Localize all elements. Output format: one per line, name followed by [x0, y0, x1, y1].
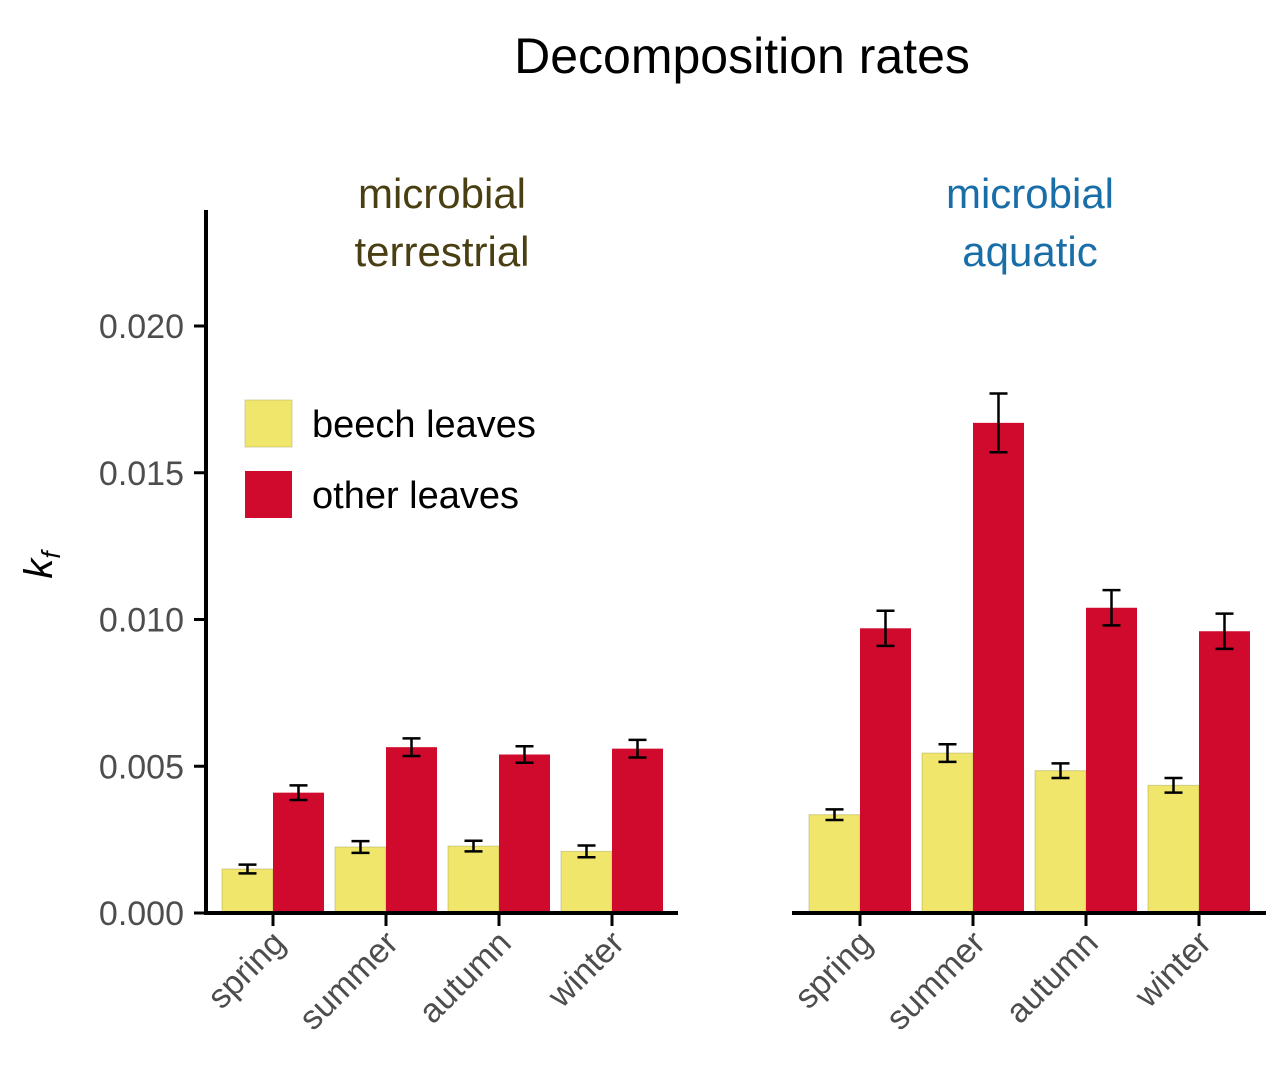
- panel-title-line2: terrestrial: [354, 228, 529, 275]
- y-axis-label-subscript: f: [36, 549, 66, 559]
- panels: microbial terrestrial 0.000 0.005 0.010 0.015…: [99, 170, 1266, 1037]
- panel-1: microbial terrestrial 0.000 0.005 0.010 0.015…: [99, 170, 678, 1037]
- legend-swatch-other-leaves: [245, 471, 292, 518]
- bar-other-leaves-spring: [860, 628, 911, 913]
- y-tick-label: 0.000: [99, 895, 184, 933]
- panel-title-line1: microbial: [946, 170, 1114, 217]
- x-tick-label-winter: winter: [1127, 924, 1219, 1016]
- bar-other-leaves-autumn: [499, 754, 550, 913]
- y-axis-label: k: [17, 557, 61, 579]
- x-tick-label-spring: spring: [787, 924, 879, 1016]
- bar-beech-leaves-winter: [1147, 784, 1200, 914]
- bar-other-leaves-summer: [386, 747, 437, 913]
- bar-beech-leaves-autumn: [447, 845, 500, 914]
- bar-other-leaves-winter: [1199, 631, 1250, 913]
- x-tick-label-summer: summer: [292, 924, 406, 1038]
- bar-beech-leaves-winter: [560, 850, 613, 914]
- y-tick-label: 0.005: [99, 748, 184, 786]
- legend-label-beech-leaves: beech leaves: [312, 404, 536, 446]
- chart-title: Decomposition rates: [514, 28, 970, 84]
- y-tick-label: 0.020: [99, 308, 184, 346]
- y-tick-label: 0.015: [99, 455, 184, 493]
- bar-beech-leaves-spring: [221, 868, 274, 914]
- bar-other-leaves-autumn: [1086, 607, 1137, 913]
- legend-swatch-beech-leaves: [244, 399, 293, 448]
- panel-2: microbial aquatic spring summer autumn winter: [787, 170, 1266, 1037]
- svg-text:kf: kf: [17, 549, 66, 579]
- bar-other-leaves-summer: [973, 422, 1024, 913]
- bar-beech-leaves-spring: [808, 814, 861, 914]
- x-tick-label-summer: summer: [879, 924, 993, 1038]
- panel-title-line2: aquatic: [962, 228, 1097, 275]
- bar-beech-leaves-summer: [334, 846, 387, 914]
- y-axis-title: kf: [17, 549, 66, 579]
- y-tick-label: 0.010: [99, 602, 184, 640]
- x-tick-label-winter: winter: [540, 924, 632, 1016]
- bar-other-leaves-winter: [612, 748, 663, 913]
- x-tick-label-autumn: autumn: [999, 924, 1106, 1031]
- bar-beech-leaves-autumn: [1034, 770, 1087, 914]
- legend-label-other-leaves: other leaves: [312, 475, 519, 517]
- bar-other-leaves-spring: [273, 792, 324, 913]
- x-tick-label-spring: spring: [200, 924, 292, 1016]
- legend: beech leaves other leaves: [244, 399, 536, 518]
- panel-title-line1: microbial: [358, 170, 526, 217]
- bar-beech-leaves-summer: [921, 752, 974, 914]
- x-tick-label-autumn: autumn: [412, 924, 519, 1031]
